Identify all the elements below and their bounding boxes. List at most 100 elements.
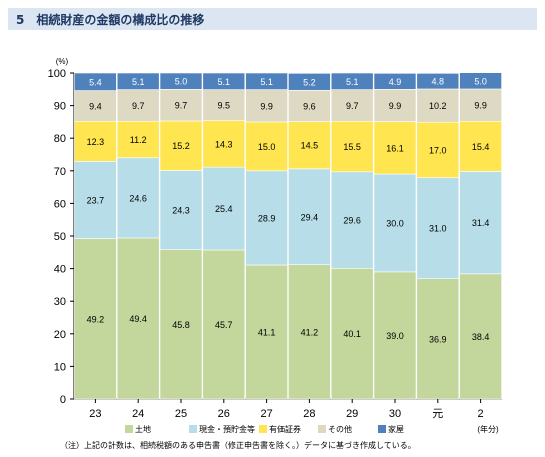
bar-segment (74, 238, 117, 400)
data-label: 4.8 (432, 77, 445, 87)
x-tick-label: 23 (89, 408, 101, 420)
data-label: 45.7 (215, 320, 233, 330)
data-label: 9.9 (260, 101, 273, 111)
data-label: 36.9 (429, 334, 447, 344)
data-label: 28.9 (258, 213, 276, 223)
data-label: 15.0 (258, 142, 276, 152)
data-label: 49.4 (129, 314, 147, 324)
data-label: 5.1 (346, 77, 359, 87)
x-tick-label: 29 (346, 408, 358, 420)
legend-swatch (318, 425, 326, 433)
bar-segment (159, 120, 203, 171)
data-label: 17.0 (429, 145, 447, 155)
data-label: 5.0 (474, 76, 487, 86)
bar-segment (159, 89, 203, 122)
bar-segment (330, 171, 374, 269)
data-label: 9.5 (218, 101, 231, 111)
bar-segment (459, 273, 502, 400)
y-tick-label: 70 (54, 166, 66, 178)
data-label: 10.2 (429, 101, 447, 111)
bar-segment (202, 89, 246, 121)
data-label: 9.9 (389, 101, 402, 111)
x-unit-label: (年分) (477, 424, 499, 434)
bar-segment (116, 72, 160, 90)
legend-label: 土地 (135, 424, 151, 434)
bar-segment (288, 73, 331, 91)
bar-segment (459, 120, 502, 172)
y-tick-label: 80 (54, 133, 66, 145)
y-tick-label: 100 (48, 68, 66, 80)
bar-segment (245, 89, 288, 123)
legend-swatch (125, 425, 133, 433)
bar-segment (74, 72, 117, 91)
bar-segment (159, 72, 203, 90)
data-label: 30.0 (386, 218, 404, 228)
data-label: 29.6 (343, 216, 361, 226)
bar-segment (373, 73, 417, 90)
bar-segment (330, 120, 374, 173)
x-tick-label: 25 (175, 408, 187, 420)
bar-segment (288, 264, 331, 400)
data-label: 4.9 (389, 77, 402, 87)
data-label: 9.6 (303, 101, 316, 111)
bar-segment (245, 121, 288, 172)
data-label: 23.7 (87, 195, 105, 205)
data-label: 12.3 (87, 137, 105, 147)
bar-segment (373, 173, 417, 273)
x-tick-label: 2 (478, 408, 484, 420)
data-label: 9.4 (89, 101, 102, 111)
data-label: 49.2 (87, 314, 105, 324)
data-label: 45.8 (172, 320, 190, 330)
legend-label: その他 (328, 424, 352, 434)
bar-segment (459, 72, 502, 90)
legend-label: 有価証券 (269, 424, 301, 434)
bar-segment (288, 121, 331, 170)
x-tick-label: 30 (389, 408, 401, 420)
bar-segment (159, 170, 203, 250)
bar-segment (416, 73, 460, 90)
y-tick-label: 50 (54, 231, 66, 243)
data-label: 41.2 (301, 327, 319, 337)
x-tick-label: 27 (260, 408, 272, 420)
data-label: 5.0 (175, 77, 188, 87)
x-tick-label: 26 (218, 408, 230, 420)
bar-segment (202, 166, 246, 251)
section-header: 5 相続財産の金額の構成比の推移 (8, 8, 537, 30)
bar-segment (459, 171, 502, 275)
x-tick-label: 元 (432, 408, 443, 420)
data-label: 9.7 (175, 101, 188, 111)
data-label: 15.2 (172, 141, 190, 151)
bar-segment (373, 271, 417, 400)
data-label: 14.5 (301, 141, 319, 151)
bar-segment (330, 89, 374, 122)
bar-segment (245, 72, 288, 90)
data-label: 15.5 (343, 142, 361, 152)
bar-segment (116, 157, 160, 239)
data-label: 5.1 (218, 77, 231, 87)
bar-segment (459, 88, 502, 122)
data-label: 41.1 (258, 328, 276, 338)
bar-segment (202, 72, 246, 90)
data-label: 39.0 (386, 331, 404, 341)
bar-segment (373, 89, 417, 122)
bar-segment (330, 72, 374, 90)
bar-segment (116, 237, 160, 400)
data-label: 9.9 (474, 101, 487, 111)
data-label: 24.3 (172, 206, 190, 216)
data-label: 29.4 (301, 212, 319, 222)
x-tick-label: 24 (132, 408, 144, 420)
bar-segment (202, 120, 246, 168)
bar-segment (373, 121, 417, 175)
legend-label: 現金・預貯金等 (199, 424, 255, 434)
data-label: 14.3 (215, 139, 233, 149)
bar-segment (202, 249, 246, 400)
bar-segment (288, 89, 331, 122)
bar-segment (116, 120, 160, 159)
data-label: 16.1 (386, 143, 404, 153)
y-unit-label: (%) (56, 57, 69, 66)
data-label: 5.2 (303, 77, 316, 87)
data-label: 9.7 (132, 101, 145, 111)
data-label: 9.7 (346, 101, 359, 111)
bar-segment (245, 264, 288, 400)
